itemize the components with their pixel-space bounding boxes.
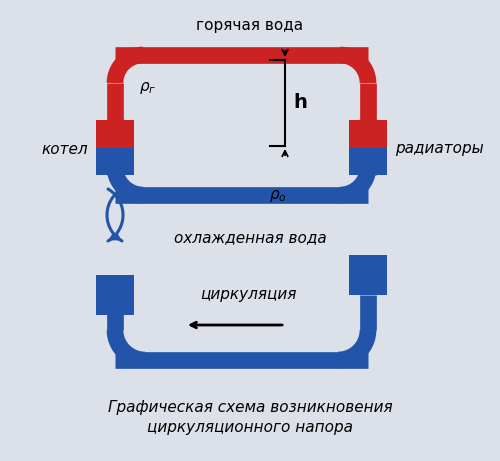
Text: радиаторы: радиаторы [395,141,484,155]
Text: $\rho_г$: $\rho_г$ [139,80,156,96]
Text: горячая вода: горячая вода [196,18,304,33]
Text: $\rho_о$: $\rho_о$ [269,188,286,204]
Bar [349,148,387,175]
Text: циркуляционного напора: циркуляционного напора [147,420,353,435]
Bar [96,275,134,315]
Bar [96,120,134,148]
Text: циркуляция: циркуляция [200,288,296,302]
Text: котел: котел [42,142,88,158]
Text: Графическая схема возникновения: Графическая схема возникновения [108,400,393,415]
Bar [96,148,134,175]
Bar [349,120,387,148]
Bar [349,255,387,295]
Text: h: h [293,94,307,112]
Text: охлажденная вода: охлажденная вода [174,230,326,245]
